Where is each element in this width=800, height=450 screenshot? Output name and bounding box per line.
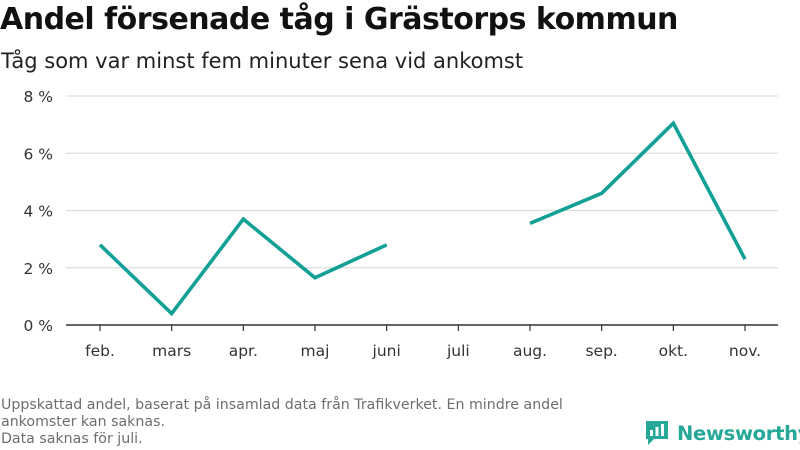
newsworthy-logo-icon [646, 421, 668, 445]
x-tick-label: aug. [513, 342, 547, 360]
x-axis: feb. mars apr. maj juni juli aug. sep. okt. nov. [66, 324, 778, 360]
x-tick-label: juli [446, 342, 470, 360]
x-tick-label: juni [372, 342, 401, 360]
series-line [529, 120, 747, 261]
y-axis-labels: 0 % 2 % 4 % 6 % 8 % [23, 88, 53, 335]
y-tick-label: 4 % [23, 203, 53, 221]
chart-subtitle: Tåg som var minst fem minuter sena vid a… [1, 49, 524, 73]
x-tick-label: apr. [229, 342, 258, 360]
footnote-line: Data saknas för juli. [1, 431, 143, 447]
x-tick-label: feb. [85, 342, 115, 360]
series-line [98, 216, 388, 317]
series-lines [98, 120, 747, 317]
x-tick-label: okt. [659, 342, 688, 360]
y-tick-label: 0 % [23, 317, 53, 335]
y-tick-label: 2 % [23, 260, 53, 278]
x-tick-label: nov. [729, 342, 761, 360]
x-tick-label: sep. [585, 342, 617, 360]
x-tick-label: mars [152, 342, 191, 360]
footnote-line: ankomster kan saknas. [1, 414, 165, 430]
y-tick-label: 8 % [23, 88, 53, 106]
line-chart: 0 % 2 % 4 % 6 % 8 % feb. mars apr. maj juni juli a… [23, 88, 778, 360]
y-tick-label: 6 % [23, 145, 53, 163]
footnote: Uppskattad andel, baserat på insamlad da… [1, 397, 641, 448]
gridlines [66, 95, 778, 269]
footnote-line: Uppskattad andel, baserat på insamlad da… [1, 397, 563, 413]
x-tick-label: maj [301, 342, 330, 360]
brand-name: Newsworthy [677, 421, 800, 445]
chart-title: Andel försenade tåg i Grästorps kommun [0, 2, 678, 37]
brand: Newsworthy [644, 419, 800, 447]
